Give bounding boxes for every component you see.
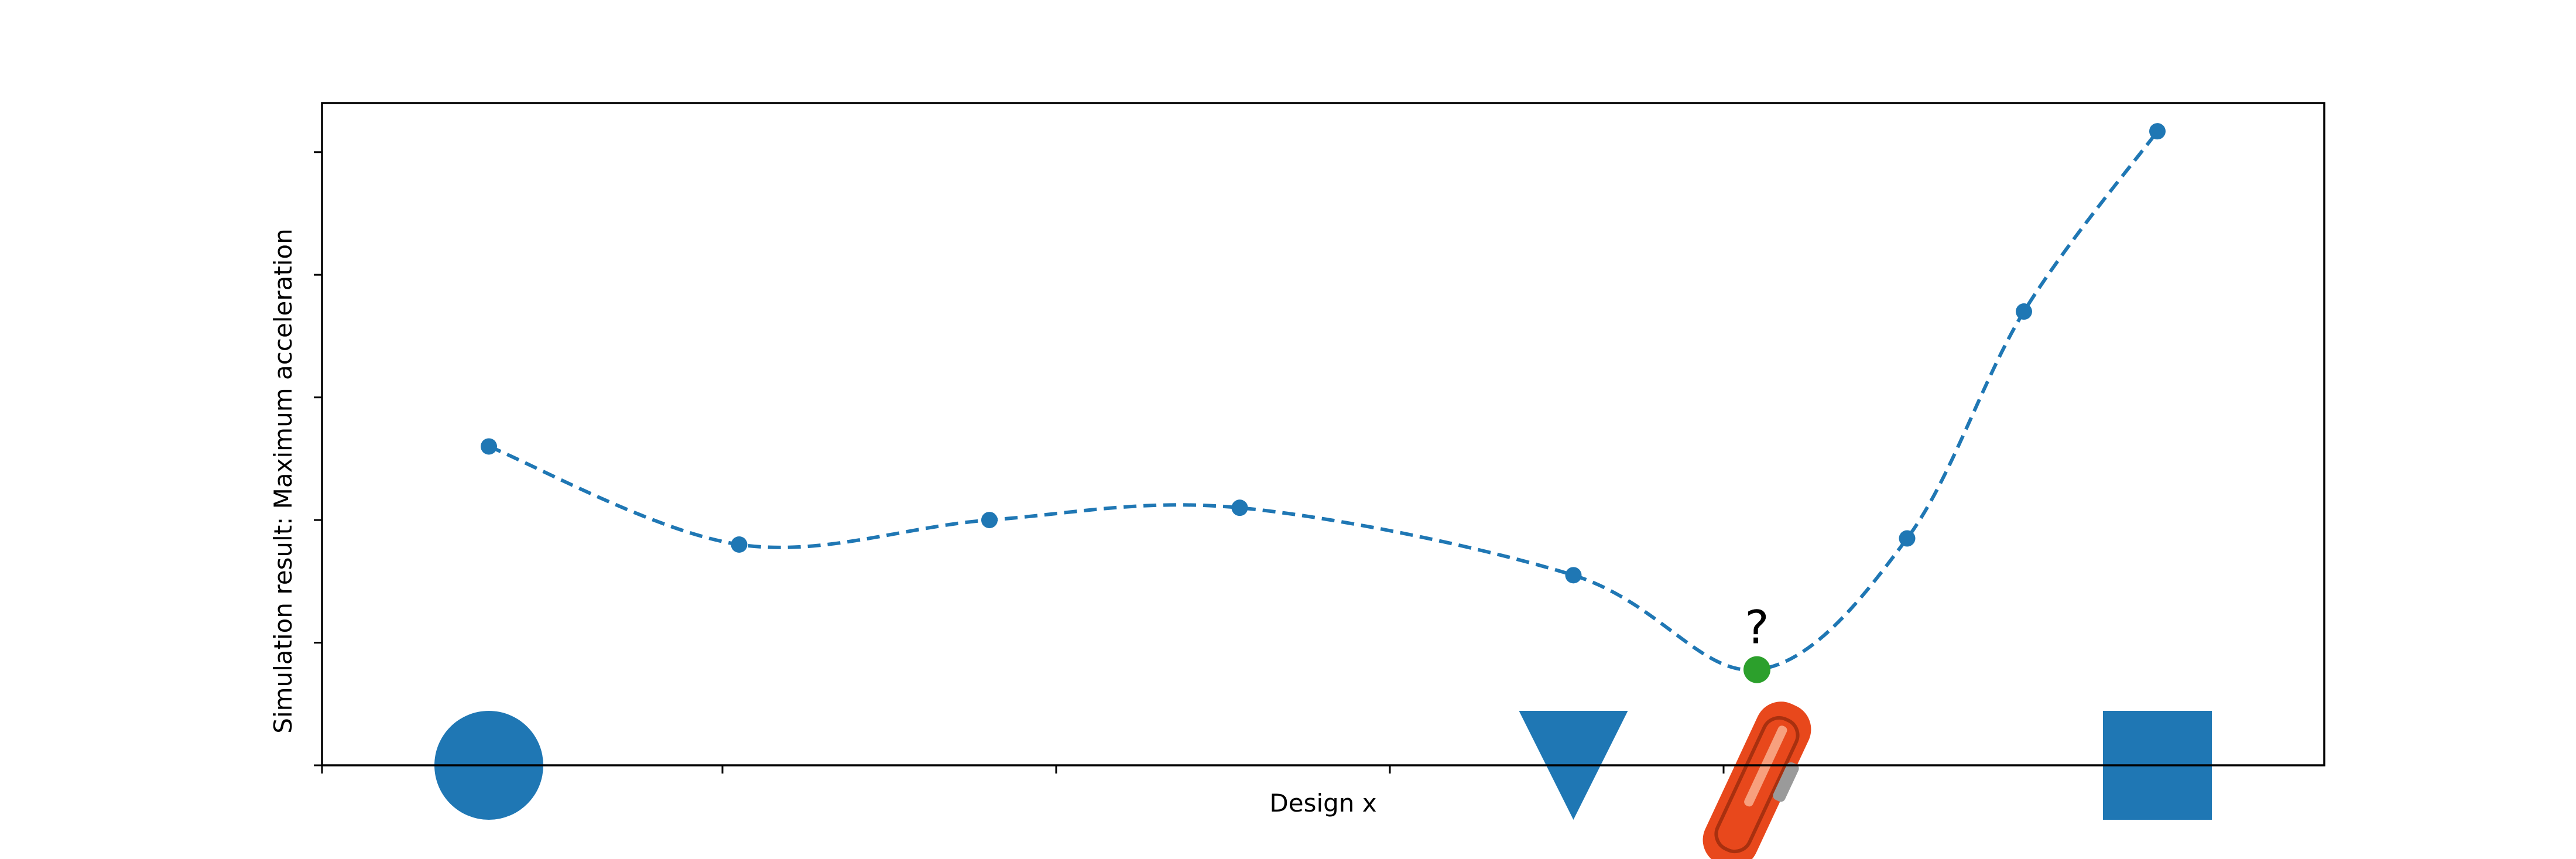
data-point: [731, 536, 748, 553]
plot-frame: [321, 102, 2325, 766]
data-point: [2149, 123, 2166, 140]
data-point: [1231, 499, 1248, 516]
data-point: [981, 512, 998, 529]
data-point: [481, 438, 497, 455]
candidate-point: [1743, 656, 1770, 683]
unknown-result-annotation: ?: [1745, 602, 1769, 655]
interpolation-curve: [488, 130, 2159, 672]
y-axis-label: Simulation result: Maximum acceleration: [269, 228, 297, 733]
data-point: [1565, 567, 1582, 584]
data-point: [1899, 530, 1916, 547]
part-inner-rim: [1714, 716, 1800, 854]
data-point: [2016, 303, 2032, 320]
part-clip: [1773, 762, 1799, 802]
x-axis-label: Design x: [1269, 789, 1376, 817]
